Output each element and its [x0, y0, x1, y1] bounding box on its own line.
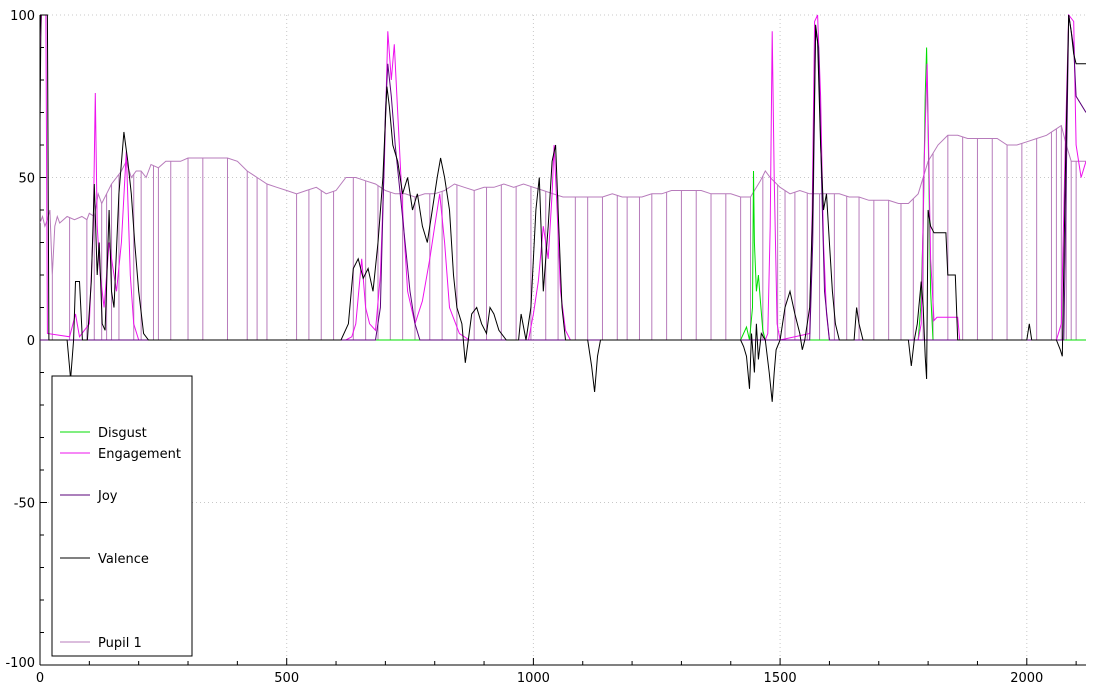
legend-label: Engagement	[98, 447, 181, 462]
series-line-valence	[40, 14, 1086, 402]
series-line-joy	[40, 14, 1086, 341]
y-tick-label: -100	[5, 656, 35, 671]
x-tick-label: 1500	[764, 671, 797, 686]
legend-label: Joy	[97, 489, 118, 504]
y-tick-label: 50	[18, 172, 35, 187]
x-tick-label: 0	[36, 671, 44, 686]
y-tick-label: -50	[14, 497, 35, 512]
legend-box	[51, 375, 193, 657]
x-tick-label: 2000	[1010, 671, 1043, 686]
legend-label: Valence	[98, 552, 149, 567]
legend: Disgust Engagement Joy Valence Pupil 1	[51, 375, 193, 657]
series-lines	[40, 14, 1086, 402]
x-tick-label: 1000	[517, 671, 550, 686]
y-tick-label: 0	[27, 334, 35, 349]
x-tick-label: 500	[274, 671, 299, 686]
y-tick-label: 100	[10, 9, 35, 24]
legend-label: Disgust	[98, 426, 147, 441]
legend-label: Pupil 1	[98, 636, 142, 651]
